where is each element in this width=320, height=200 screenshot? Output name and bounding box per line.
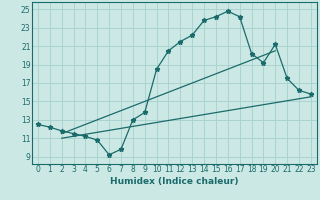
X-axis label: Humidex (Indice chaleur): Humidex (Indice chaleur) bbox=[110, 177, 239, 186]
